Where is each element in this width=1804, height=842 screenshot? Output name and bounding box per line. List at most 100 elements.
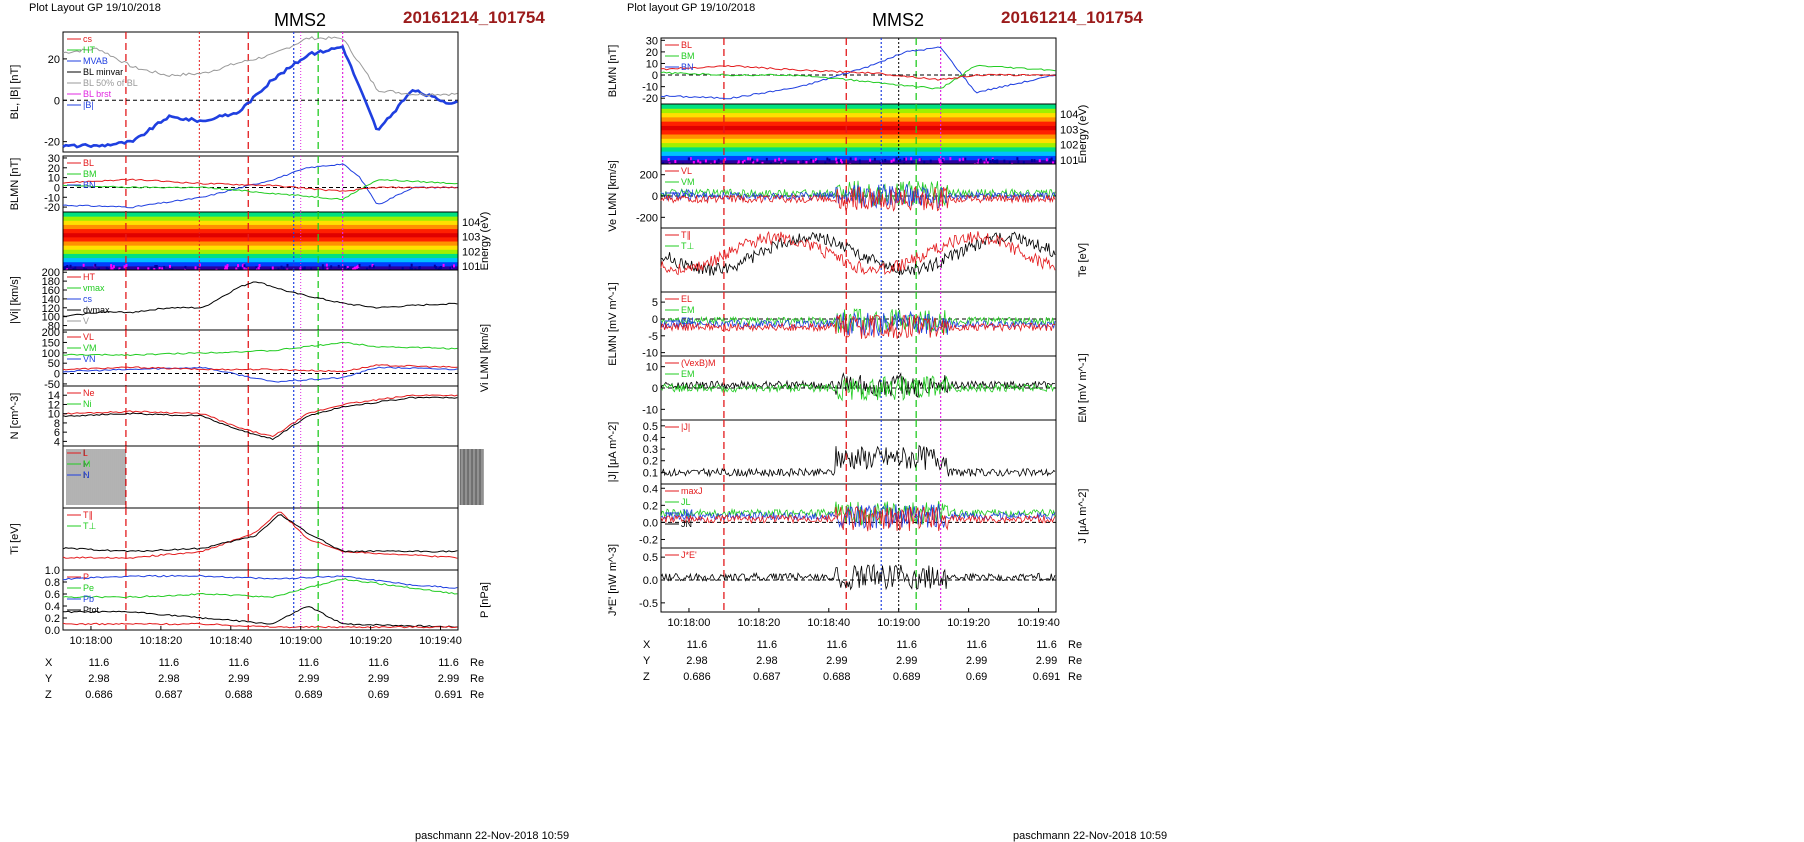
legend-label: Ne: [83, 388, 95, 398]
orbit-value: 2.99: [228, 673, 249, 685]
orbit-value: 2.99: [1036, 655, 1057, 667]
y-axis-label: EM [mV m^-1]: [1077, 353, 1089, 422]
y-tick-label: 0: [652, 70, 658, 82]
y-axis-label: Vi LMN [km/s]: [479, 324, 491, 392]
spectrogram-noise: [437, 267, 440, 271]
orbit-unit: Re: [1068, 671, 1082, 683]
orbit-row-label: Y: [643, 655, 651, 667]
spectrogram-noise: [699, 161, 702, 165]
spectrogram-noise: [355, 265, 358, 269]
y-tick-label: 0.2: [643, 456, 658, 468]
spectrogram-noise: [910, 160, 913, 164]
legend-label: cs: [83, 34, 93, 44]
spectrogram-noise: [74, 266, 77, 270]
legend-label: dvmax: [83, 305, 110, 315]
spectrogram-noise: [1052, 161, 1055, 165]
spectrogram-noise: [442, 263, 445, 267]
spectrogram-noise: [824, 161, 827, 165]
y-axis-label: J [μA m^-2]: [1077, 489, 1089, 544]
y-tick-label: 0: [54, 369, 60, 381]
spectrogram-noise: [929, 159, 932, 163]
spectrogram-band: [63, 232, 458, 238]
spectrogram-noise: [743, 161, 746, 165]
series-line-ptot: [63, 574, 458, 589]
spectrogram-noise: [958, 158, 961, 162]
spectrogram-noise: [1016, 157, 1019, 161]
y-tick-label: 0: [652, 383, 658, 395]
panel-e-frame: [660, 291, 1057, 357]
series-line-green: [660, 375, 1056, 402]
spectrogram-noise: [365, 267, 368, 271]
y-tick-label: 0.1: [643, 467, 658, 479]
series-line-p: [62, 578, 458, 599]
y-tick-label: 0.8: [45, 577, 60, 589]
spectrogram-noise: [868, 161, 871, 165]
spectrogram-noise: [941, 159, 944, 163]
series-line-vn: [62, 364, 458, 373]
spectrogram-noise: [155, 265, 158, 269]
spectrogram-noise: [325, 263, 328, 267]
y-axis-label: Te [eV]: [1077, 243, 1089, 277]
series-line-bm: [660, 64, 1056, 90]
spectrogram-noise: [439, 265, 442, 269]
spectrogram-noise: [110, 267, 113, 271]
spectrogram-band: [63, 236, 458, 242]
spectrogram-noise: [449, 267, 452, 271]
y-tick-label: -10: [44, 192, 60, 204]
y-tick-label: -0.5: [639, 598, 658, 610]
spectrogram-band: [661, 104, 1056, 109]
panel-dots-frame: [62, 445, 459, 509]
spectrogram-noise: [854, 157, 857, 161]
spectrogram-noise: [814, 158, 817, 162]
orbit-unit: Re: [470, 689, 484, 701]
spectrogram-noise: [910, 157, 913, 161]
spectrogram-noise: [797, 160, 800, 164]
spectrogram-noise: [357, 264, 360, 268]
spectrogram-band: [661, 146, 1056, 152]
spectrogram-noise: [82, 263, 85, 267]
spectrogram-noise: [1008, 161, 1011, 165]
legend-label: BN: [681, 62, 694, 72]
y-axis-label: |Vi| [km/s]: [9, 276, 21, 324]
y-tick-label: 1.0: [45, 565, 60, 577]
spectrogram-noise: [225, 266, 228, 270]
legend-label: JM: [681, 508, 693, 518]
y-tick-label: 103: [1060, 124, 1078, 136]
spectrogram-noise: [243, 264, 246, 268]
spectrogram-noise: [688, 157, 691, 161]
spectrogram-noise: [98, 267, 101, 271]
spectrogram-noise: [451, 265, 454, 269]
y-tick-label: 10: [48, 173, 60, 185]
spectrogram-noise: [903, 157, 906, 161]
spectrogram-noise: [184, 265, 187, 269]
y-axis-label: Energy (eV): [479, 212, 491, 271]
series-line-black: [660, 563, 1056, 591]
spectrogram-noise: [892, 158, 895, 162]
spectrogram-noise: [368, 265, 371, 269]
spectrogram-noise: [881, 159, 884, 163]
orbit-unit: Re: [470, 657, 484, 669]
spectrogram-noise: [347, 267, 350, 271]
y-tick-label: 0.4: [45, 601, 60, 613]
spectrogram-noise: [107, 267, 110, 271]
spectrogram-noise: [372, 265, 375, 269]
spectrogram-noise: [890, 159, 893, 163]
spectrogram-noise: [938, 160, 941, 164]
left-plot-page: Plot Layout GP 19/10/2018 MMS2 20161214_…: [0, 0, 600, 842]
y-tick-label: 20: [48, 163, 60, 175]
spectrogram-band: [63, 224, 458, 230]
x-tick-label: 10:19:40: [419, 635, 462, 647]
spectrogram-noise: [774, 158, 777, 162]
spectrogram-band: [661, 112, 1056, 118]
event-id: 20161214_101754: [403, 8, 545, 27]
y-tick-label: 0.4: [643, 432, 658, 444]
series-line-black: [660, 231, 1056, 276]
orbit-value: 0.687: [155, 689, 183, 701]
y-tick-label: 0.2: [45, 613, 60, 625]
spectrogram-noise: [802, 160, 805, 164]
spectrogram-noise: [724, 157, 727, 161]
spectrogram-noise: [411, 267, 414, 271]
orbit-row-label: Z: [643, 671, 650, 683]
spectrogram-noise: [322, 266, 325, 270]
spectrogram-noise: [123, 265, 126, 269]
